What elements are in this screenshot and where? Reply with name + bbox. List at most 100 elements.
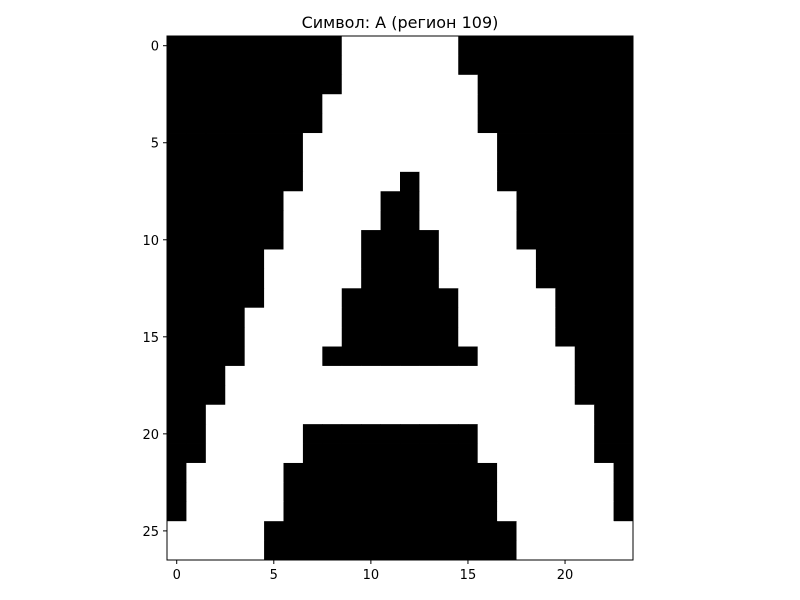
heatmap-cell [225,462,246,483]
heatmap-cell [205,210,226,231]
heatmap-cell [302,268,323,289]
heatmap-cell [613,249,634,270]
heatmap-cell [594,152,614,173]
heatmap-cell [302,365,323,386]
heatmap-cell [477,288,498,309]
heatmap-cell [322,288,343,309]
heatmap-cell [497,482,517,503]
y-tick-label: 5 [151,137,159,152]
heatmap-cell [574,462,595,483]
heatmap-cell [283,385,304,406]
heatmap-cell [225,424,246,444]
heatmap-cell [574,443,595,464]
heatmap-cell [186,230,207,250]
heatmap-cell [167,307,187,328]
heatmap-cell [516,36,537,56]
heatmap-cell [244,268,265,289]
heatmap-cell [341,249,362,270]
heatmap-cell [594,171,614,192]
heatmap-cell [438,404,459,425]
x-tick-label: 20 [557,568,574,583]
heatmap-cell [438,36,459,56]
heatmap-cell [400,191,420,212]
heatmap-cell [594,540,614,561]
heatmap-cell [477,171,498,192]
heatmap-cell [516,307,537,328]
heatmap-cell [186,346,207,367]
heatmap-cell [497,385,517,406]
heatmap-cell [419,443,440,464]
heatmap-cell [594,210,614,231]
heatmap-cell [341,346,362,367]
heatmap-cell [244,521,265,541]
heatmap-cell [244,443,265,464]
heatmap-cell [302,171,323,192]
heatmap-cell [535,327,556,347]
heatmap-cell [438,482,459,503]
heatmap-cell [225,133,246,153]
heatmap-cell [225,268,246,289]
heatmap-cell [244,385,265,406]
heatmap-cell [613,55,634,76]
heatmap-cell [283,268,304,289]
heatmap-cell [186,171,207,192]
heatmap-cell [205,133,226,153]
heatmap-cell [497,365,517,386]
heatmap-cell [594,133,614,153]
heatmap-cell [438,210,459,231]
heatmap-cell [380,74,401,95]
heatmap-cell [380,482,401,503]
heatmap-cell [380,210,401,231]
heatmap-cell [322,501,343,522]
heatmap-cell [322,424,343,444]
heatmap-cell [302,74,323,95]
heatmap-cell [535,230,556,250]
heatmap-cell [438,462,459,483]
heatmap-cell [205,540,226,561]
heatmap-cell [516,327,537,347]
heatmap-cell [380,288,401,309]
heatmap-cell [264,307,284,328]
heatmap-cell [225,74,246,95]
heatmap-cell [574,74,595,95]
heatmap-cell [400,424,420,444]
heatmap-cell [167,288,187,309]
heatmap-cell [225,171,246,192]
heatmap-cell [535,404,556,425]
heatmap-cell [186,521,207,541]
heatmap-cell [477,424,498,444]
heatmap-cell [516,152,537,173]
heatmap-cell [594,36,614,56]
heatmap-cell [244,365,265,386]
heatmap-cell [574,288,595,309]
heatmap-cell [516,462,537,483]
heatmap-cell [225,113,246,134]
heatmap-cell [283,230,304,250]
heatmap-cell [322,249,343,270]
heatmap-cell [380,55,401,76]
heatmap-cell [167,113,187,134]
heatmap-cell [380,385,401,406]
heatmap-cell [341,540,362,561]
heatmap-cell [341,424,362,444]
heatmap-cell [535,346,556,367]
heatmap-cell [244,249,265,270]
heatmap-cell [322,55,343,76]
heatmap-cell [516,268,537,289]
heatmap-cell [205,385,226,406]
heatmap-cell [186,482,207,503]
heatmap-cell [322,404,343,425]
heatmap-cell [167,540,187,561]
heatmap-cell [497,74,517,95]
heatmap-cell [225,521,246,541]
heatmap-cell [438,424,459,444]
heatmap-cell [283,210,304,231]
heatmap-cell [322,521,343,541]
heatmap-cell [516,113,537,134]
heatmap-cell [264,94,284,115]
heatmap-cell [516,230,537,250]
heatmap-cell [516,385,537,406]
heatmap-cell [244,55,265,76]
heatmap-cell [264,327,284,347]
heatmap-cell [516,55,537,76]
